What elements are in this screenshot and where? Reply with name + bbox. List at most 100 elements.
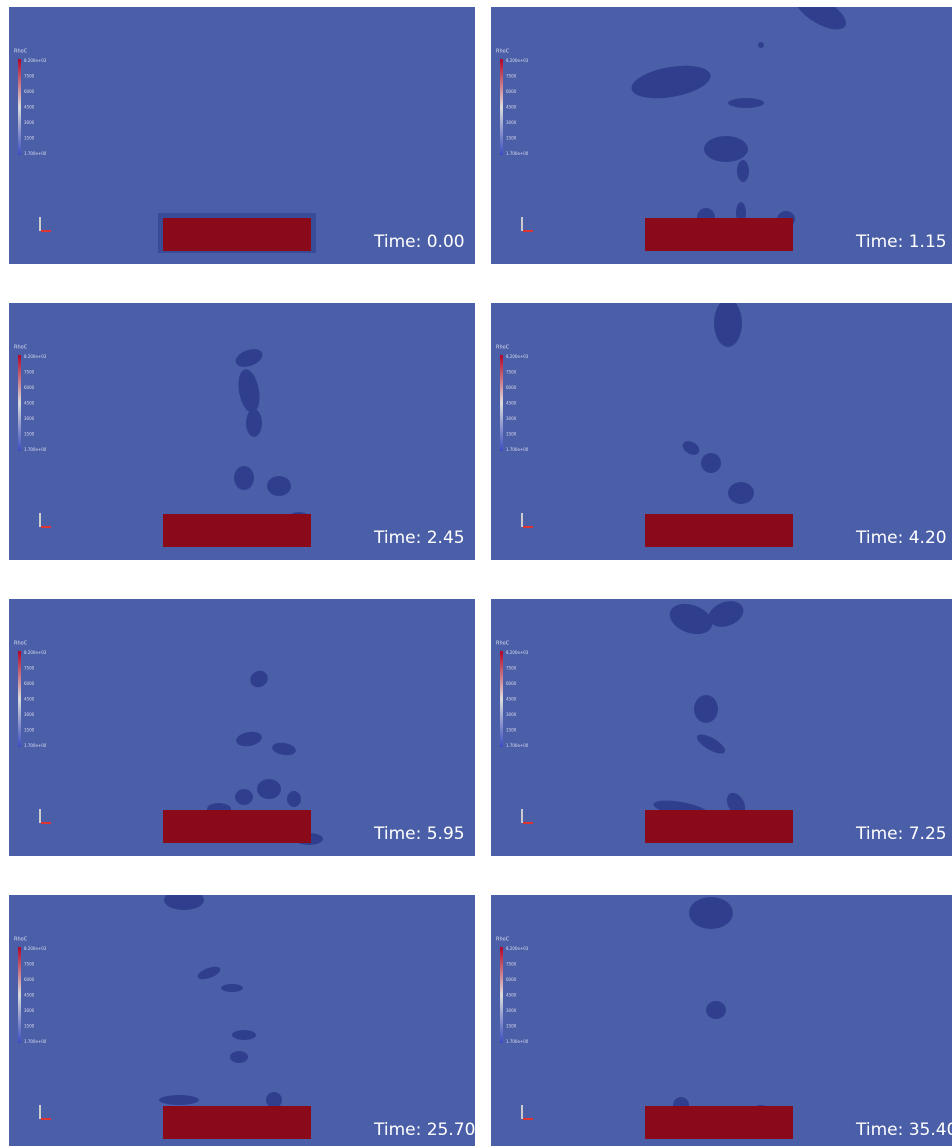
colorbar-label: 8.200e+03 bbox=[24, 58, 47, 63]
colorbar-label: 1.700e+00 bbox=[24, 151, 47, 156]
bed bbox=[163, 810, 311, 843]
bed bbox=[645, 514, 793, 547]
colorbar-label: 1500 bbox=[24, 136, 35, 141]
render: RhoC 8.200e+03 7500 6000 4500 3000 1500 1.700e+… bbox=[496, 7, 947, 252]
colorbar-label: 3000 bbox=[24, 120, 35, 125]
time-label: Time: 5.95 bbox=[373, 824, 465, 844]
time-label: Time: 4.20 bbox=[855, 528, 947, 548]
bubble bbox=[728, 482, 754, 504]
colorbar-label: 4500 bbox=[506, 401, 517, 406]
colorbar bbox=[500, 59, 503, 155]
colorbar-label: 1.700e+00 bbox=[24, 447, 47, 452]
bubble bbox=[230, 1051, 248, 1063]
colorbar-label: 1500 bbox=[506, 1024, 517, 1029]
render-panel: RhoC 8.200e+03 7500 6000 4500 3000 1500 1.700e+… bbox=[491, 599, 952, 856]
bed bbox=[645, 218, 793, 251]
colorbar-label: 1500 bbox=[24, 432, 35, 437]
bubble bbox=[682, 441, 700, 455]
bubble bbox=[246, 409, 262, 437]
time-label: Time: 35.40 bbox=[855, 1120, 952, 1140]
bubble bbox=[669, 603, 713, 635]
bubble bbox=[728, 98, 764, 108]
colorbar-title: RhoC bbox=[496, 641, 510, 647]
bubble bbox=[235, 349, 263, 367]
bubble bbox=[708, 601, 744, 627]
render: RhoC 8.200e+03 7500 6000 4500 3000 1500 1.700e+… bbox=[14, 641, 465, 845]
bubble bbox=[696, 734, 726, 754]
bubble bbox=[235, 789, 253, 805]
colorbar-label: 4500 bbox=[24, 697, 35, 702]
bubble bbox=[238, 369, 260, 413]
colorbar bbox=[18, 651, 21, 747]
colorbar-label: 3000 bbox=[506, 120, 517, 125]
bubble bbox=[631, 65, 711, 99]
bubble bbox=[737, 160, 749, 182]
bubble bbox=[796, 7, 846, 30]
colorbar-label: 6000 bbox=[24, 89, 35, 94]
render: RhoC 8.200e+03 7500 6000 4500 3000 1500 1.700e+… bbox=[496, 897, 952, 1140]
colorbar-label: 3000 bbox=[506, 1008, 517, 1013]
bubble bbox=[221, 984, 243, 992]
colorbar-label: 1.700e+00 bbox=[506, 743, 529, 748]
colorbar-label: 7500 bbox=[506, 370, 517, 375]
colorbar-label: 6000 bbox=[506, 385, 517, 390]
colorbar-label: 7500 bbox=[24, 370, 35, 375]
colorbar-label: 8.200e+03 bbox=[506, 354, 529, 359]
bubble bbox=[706, 1001, 726, 1019]
colorbar-label: 6000 bbox=[506, 681, 517, 686]
colorbar-label: 1500 bbox=[24, 1024, 35, 1029]
colorbar-label: 8.200e+03 bbox=[506, 58, 529, 63]
colorbar-label: 8.200e+03 bbox=[24, 354, 47, 359]
colorbar-label: 3000 bbox=[24, 712, 35, 717]
colorbar-label: 1500 bbox=[506, 728, 517, 733]
render-panel: RhoC 8.200e+03 7500 6000 4500 3000 1500 1.700e+… bbox=[9, 895, 475, 1146]
colorbar bbox=[18, 355, 21, 451]
bed bbox=[645, 810, 793, 843]
bubble bbox=[159, 1095, 199, 1105]
colorbar-label: 1.700e+00 bbox=[506, 151, 529, 156]
bubble bbox=[758, 42, 764, 48]
bubble bbox=[266, 1092, 282, 1108]
colorbar-label: 4500 bbox=[506, 697, 517, 702]
colorbar-title: RhoC bbox=[496, 937, 510, 943]
bubble bbox=[236, 731, 262, 747]
colorbar-title: RhoC bbox=[496, 49, 510, 55]
colorbar-label: 3000 bbox=[24, 416, 35, 421]
colorbar-label: 8.200e+03 bbox=[24, 650, 47, 655]
time-label: Time: 1.15 bbox=[855, 232, 947, 252]
bubble bbox=[232, 1030, 256, 1040]
colorbar-label: 7500 bbox=[24, 962, 35, 967]
time-label: Time: 2.45 bbox=[373, 528, 465, 548]
colorbar-title: RhoC bbox=[14, 49, 28, 55]
bubble bbox=[267, 476, 291, 496]
colorbar-label: 1.700e+00 bbox=[24, 743, 47, 748]
colorbar-title: RhoC bbox=[496, 345, 510, 351]
bubble bbox=[250, 670, 268, 688]
bubble bbox=[197, 966, 221, 980]
render: RhoC 8.200e+03 7500 6000 4500 3000 1500 1.700e+… bbox=[14, 345, 465, 549]
render-panel: RhoC 8.200e+03 7500 6000 4500 3000 1500 1.700e+… bbox=[9, 7, 475, 264]
colorbar-label: 6000 bbox=[24, 681, 35, 686]
colorbar bbox=[500, 355, 503, 451]
bubble bbox=[287, 791, 301, 807]
bubble bbox=[704, 136, 748, 162]
bubble bbox=[257, 779, 281, 799]
render-panel: RhoC 8.200e+03 7500 6000 4500 3000 1500 1.700e+… bbox=[491, 303, 952, 560]
bed bbox=[163, 218, 311, 251]
colorbar-label: 7500 bbox=[24, 666, 35, 671]
render-panel: RhoC 8.200e+03 7500 6000 4500 3000 1500 1.700e+… bbox=[9, 303, 475, 560]
time-label: Time: 0.00 bbox=[373, 232, 465, 252]
colorbar-label: 8.200e+03 bbox=[506, 946, 529, 951]
colorbar bbox=[500, 947, 503, 1043]
colorbar-label: 6000 bbox=[24, 385, 35, 390]
render-panel: RhoC 8.200e+03 7500 6000 4500 3000 1500 1.700e+… bbox=[491, 895, 952, 1146]
colorbar-label: 7500 bbox=[24, 74, 35, 79]
bubble bbox=[714, 303, 742, 347]
colorbar-label: 6000 bbox=[506, 977, 517, 982]
render-panel: RhoC 8.200e+03 7500 6000 4500 3000 1500 1.700e+… bbox=[491, 7, 952, 264]
render-panel: RhoC 8.200e+03 7500 6000 4500 3000 1500 1.700e+… bbox=[9, 599, 475, 856]
colorbar-label: 7500 bbox=[506, 962, 517, 967]
bubble bbox=[234, 466, 254, 490]
bubble bbox=[272, 742, 296, 756]
